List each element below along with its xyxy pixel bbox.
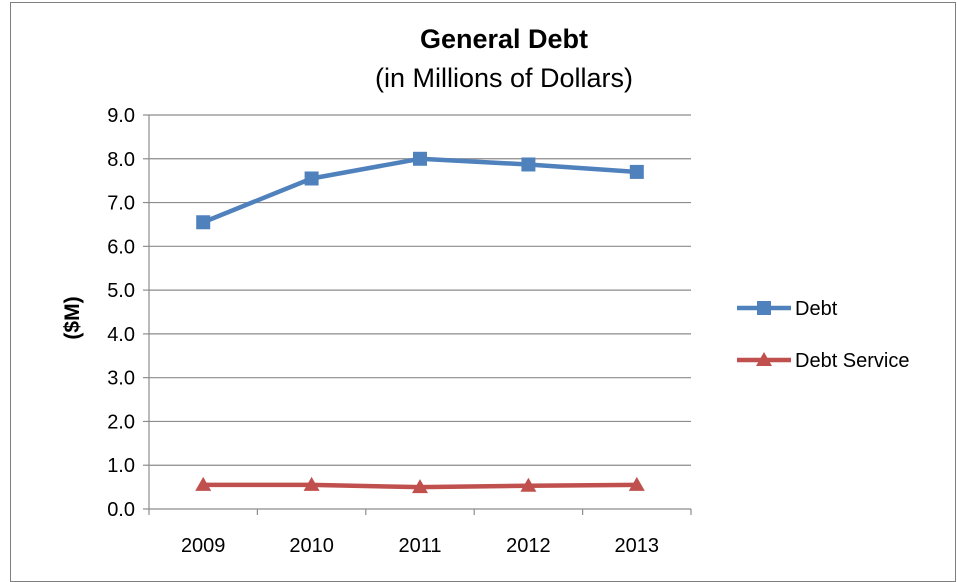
y-tick-label: 2.0 bbox=[107, 411, 135, 433]
x-tick-label: 2009 bbox=[181, 535, 226, 557]
y-tick-label: 7.0 bbox=[107, 193, 135, 215]
legend: Debt Debt Service bbox=[737, 298, 910, 372]
chart-subtitle: (in Millions of Dollars) bbox=[375, 63, 633, 93]
x-tick-label: 2010 bbox=[289, 535, 334, 557]
data-point-debt-service bbox=[628, 476, 645, 491]
y-tick-label: 8.0 bbox=[107, 149, 135, 171]
data-point-debt-service bbox=[195, 476, 212, 491]
x-tick-label: 2012 bbox=[506, 535, 551, 557]
legend-label-debt-service: Debt Service bbox=[795, 350, 910, 372]
data-point-debt bbox=[196, 215, 211, 230]
y-tick-label: 4.0 bbox=[107, 324, 135, 346]
x-tick-label: 2013 bbox=[615, 535, 660, 557]
chart-title: General Debt bbox=[420, 24, 588, 54]
y-axis-label: ($M) bbox=[61, 296, 84, 339]
line-chart: General Debt (in Millions of Dollars) ($… bbox=[61, 24, 910, 557]
y-tick-label: 5.0 bbox=[107, 280, 135, 302]
gridlines bbox=[149, 114, 691, 466]
y-tick-label: 1.0 bbox=[107, 455, 135, 477]
series-line-debt bbox=[202, 156, 637, 225]
data-point-debt-service bbox=[303, 476, 320, 491]
legend-label-debt: Debt bbox=[795, 298, 838, 320]
x-tick-label: 2011 bbox=[398, 535, 441, 557]
data-point-debt-service bbox=[520, 477, 537, 492]
y-tick-label: 6.0 bbox=[107, 236, 135, 258]
chart-frame: General Debt (in Millions of Dollars) ($… bbox=[10, 2, 956, 582]
series-layer bbox=[195, 151, 645, 494]
legend-marker-debt-service bbox=[756, 352, 772, 366]
y-tick-label: 9.0 bbox=[107, 105, 135, 127]
data-point-debt-service bbox=[412, 479, 428, 494]
y-tick-label: 0.0 bbox=[107, 499, 135, 521]
data-point-debt bbox=[304, 171, 319, 186]
axes: 0.0 1.0 2.0 3.0 4.0 5.0 6.0 7.0 8.0 9.0 2009 2010 20… bbox=[107, 105, 692, 557]
y-tick-label: 3.0 bbox=[107, 368, 135, 390]
data-point-debt bbox=[521, 157, 536, 172]
data-point-debt bbox=[413, 151, 427, 166]
data-point-debt bbox=[629, 164, 644, 179]
legend-marker-debt bbox=[757, 301, 771, 315]
